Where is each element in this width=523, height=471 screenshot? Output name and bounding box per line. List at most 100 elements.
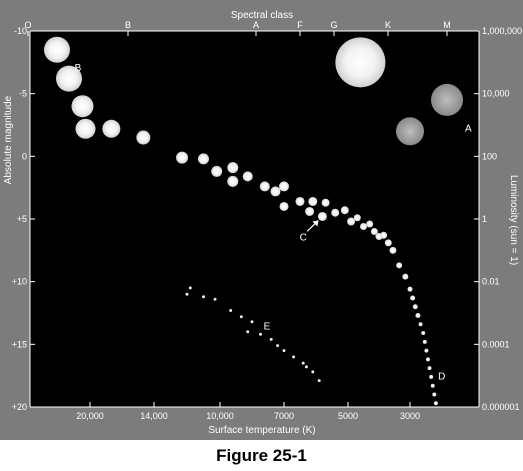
star-point: [415, 313, 421, 319]
star-point: [432, 392, 437, 397]
star-point: [418, 322, 423, 327]
star-point: [44, 36, 70, 63]
star-point: [250, 320, 254, 324]
y-right-tick-label: 0.01: [482, 277, 500, 287]
star-point: [335, 37, 386, 88]
y-right-tick-label: 100: [482, 151, 497, 161]
star-point: [102, 119, 121, 138]
star-point: [389, 246, 397, 254]
star-point: [317, 211, 327, 221]
star-point: [176, 151, 189, 164]
star-point: [198, 153, 209, 165]
star-point: [425, 357, 430, 362]
star-point: [242, 171, 253, 182]
star-point: [56, 65, 82, 92]
star-point: [424, 348, 429, 353]
x-axis-title: Surface temperature (K): [208, 425, 315, 436]
star-point: [311, 370, 315, 374]
right-axis-title: Luminosity (sun = 1): [508, 175, 519, 265]
spectral-class-label: G: [330, 20, 337, 30]
group-label: A: [465, 123, 472, 134]
star-point: [259, 332, 263, 336]
star-point: [279, 181, 289, 192]
star-point: [430, 383, 435, 388]
star-point: [422, 339, 427, 344]
pointer-arrowhead: [312, 220, 319, 227]
y-right-tick-label: 0.0001: [482, 339, 510, 349]
star-point: [213, 297, 217, 301]
star-point: [370, 228, 378, 236]
star-point: [366, 220, 374, 228]
star-point: [188, 286, 192, 290]
star-point: [279, 201, 289, 211]
x-tick-label: 14,000: [140, 411, 168, 421]
star-point: [270, 186, 281, 197]
star-point: [229, 308, 233, 312]
star-point: [295, 196, 305, 206]
x-tick-label: 20,000: [76, 411, 104, 421]
star-point: [71, 95, 94, 118]
x-tick-label: 5000: [338, 411, 358, 421]
star-point: [317, 379, 321, 383]
star-point: [347, 217, 356, 226]
star-point: [353, 214, 361, 222]
star-point: [331, 208, 340, 217]
star-point: [304, 365, 308, 369]
star-point: [227, 175, 239, 187]
star-point: [202, 295, 205, 299]
x-tick-label: 10,000: [206, 411, 234, 421]
star-point: [321, 198, 330, 207]
y-left-tick-label: +10: [12, 277, 27, 287]
x-tick-label: 7000: [274, 411, 294, 421]
hr-diagram-chart: -10 1,000,000 -5 10,000 0 100 +5 1 +10 0.01 +15 0.0…: [3, 10, 522, 436]
axes-layer: -10 1,000,000 -5 10,000 0 100 +5 1 +10 0.01 +15 0.0…: [12, 20, 522, 421]
group-label: E: [264, 321, 271, 332]
star-point: [431, 83, 463, 116]
y-right-tick-label: 10,000: [482, 89, 510, 99]
star-point: [427, 366, 432, 371]
star-point: [380, 231, 388, 239]
star-point: [407, 286, 413, 292]
star-point: [412, 304, 418, 310]
star-point: [421, 331, 426, 336]
y-left-tick-label: +5: [17, 214, 27, 224]
y-left-tick-label: -5: [19, 89, 27, 99]
star-point: [276, 344, 280, 348]
group-label: D: [438, 371, 445, 382]
star-point: [410, 295, 416, 301]
stars-layer: [44, 36, 463, 406]
star-point: [433, 401, 438, 406]
star-point: [340, 206, 349, 215]
star-point: [384, 239, 392, 247]
spectral-class-label: O: [24, 20, 31, 30]
y-right-tick-label: 1,000,000: [482, 26, 522, 36]
star-point: [185, 292, 189, 296]
star-point: [396, 262, 403, 269]
star-point: [429, 374, 434, 379]
star-point: [246, 330, 250, 334]
star-point: [396, 117, 424, 146]
star-point: [136, 130, 151, 145]
y-right-tick-label: 0.000001: [482, 402, 520, 412]
group-label: C: [300, 232, 307, 243]
star-point: [402, 273, 409, 280]
x-tick-label: 3000: [400, 411, 420, 421]
star-point: [211, 165, 223, 177]
star-point: [259, 181, 270, 192]
star-point: [292, 355, 296, 359]
spectral-class-label: B: [125, 20, 131, 30]
left-axis-title: Absolute magnitude: [3, 95, 14, 184]
star-point: [308, 196, 318, 206]
spectral-class-label: A: [253, 20, 259, 30]
star-point: [75, 118, 96, 139]
star-point: [239, 315, 243, 319]
star-point: [269, 337, 273, 341]
top-axis-title: Spectral class: [231, 10, 293, 21]
y-left-tick-label: +20: [12, 402, 27, 412]
group-label: B: [75, 63, 82, 74]
star-point: [360, 223, 367, 231]
spectral-class-label: M: [443, 20, 451, 30]
y-left-tick-label: 0: [22, 151, 27, 161]
star-point: [227, 162, 239, 174]
star-point: [282, 349, 286, 353]
